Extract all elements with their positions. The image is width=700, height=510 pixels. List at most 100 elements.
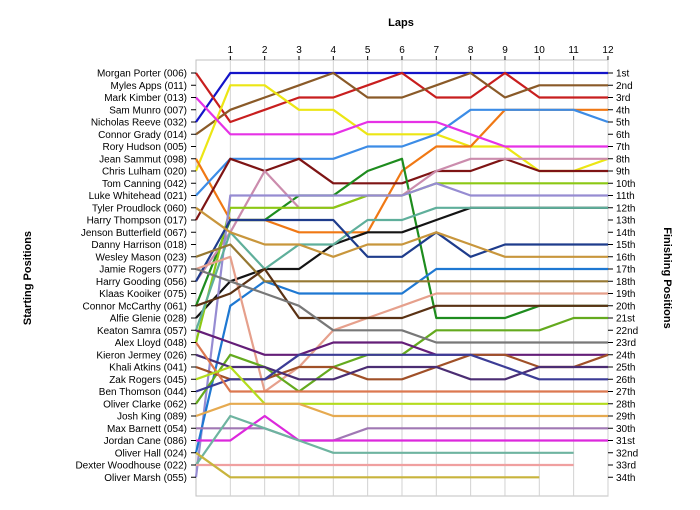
- finish-label: 2nd: [616, 81, 633, 92]
- x-tick-label: 6: [399, 45, 405, 56]
- finish-label: 20th: [616, 301, 635, 312]
- driver-label: Tom Canning (042): [102, 179, 187, 190]
- driver-label: Harry Gooding (056): [96, 277, 187, 288]
- x-tick-label: 3: [296, 45, 302, 56]
- finish-label: 22nd: [616, 326, 638, 337]
- finish-label: 8th: [616, 154, 630, 165]
- finish-label: 31st: [616, 436, 635, 447]
- x-tick-label: 1: [228, 45, 234, 56]
- driver-label: Oliver Clarke (062): [103, 399, 187, 410]
- driver-label: Rory Hudson (005): [103, 142, 187, 153]
- series-line-16: [195, 206, 608, 258]
- driver-label: Zak Rogers (045): [109, 375, 187, 386]
- driver-label: Tyler Proudlock (060): [92, 203, 187, 214]
- series-line-13: [194, 182, 608, 478]
- finish-label: 7th: [616, 142, 630, 153]
- finish-label: 16th: [616, 252, 635, 263]
- x-axis-title: Laps: [388, 17, 414, 29]
- series-line-15: [195, 218, 608, 282]
- driver-label: Oliver Marsh (055): [104, 473, 187, 484]
- x-tick-label: 5: [365, 45, 371, 56]
- series-line-32: [195, 414, 574, 466]
- series-line-2: [195, 71, 608, 124]
- driver-label: Wesley Mason (023): [95, 252, 187, 263]
- driver-label: Keaton Samra (057): [97, 326, 187, 337]
- driver-label: Alex Lloyd (048): [115, 338, 187, 349]
- series-line-26: [195, 353, 608, 393]
- series-line-22: [195, 267, 608, 344]
- x-tick-labels: 1 2 3 4 5 6 7 8 9 10 11 12: [228, 45, 614, 56]
- finish-label: 32nd: [616, 448, 638, 459]
- left-axis-title: Starting Positions: [22, 231, 34, 325]
- finish-label: 5th: [616, 118, 630, 129]
- finish-label: 30th: [616, 424, 635, 435]
- series-line-27: [195, 341, 608, 393]
- finish-label: 9th: [616, 167, 630, 178]
- driver-label: Dexter Woodhouse (022): [75, 461, 187, 472]
- series-line-20: [195, 267, 608, 320]
- series-line-25: [195, 353, 608, 381]
- driver-label: Connor McCarthy (061): [83, 301, 187, 312]
- driver-label: Luke Whitehead (021): [89, 191, 187, 202]
- finish-label: 27th: [616, 387, 635, 398]
- finish-label: 19th: [616, 289, 635, 300]
- series-line-23: [195, 329, 608, 356]
- x-tick-label: 12: [602, 45, 614, 56]
- x-tick-label: 2: [262, 45, 268, 56]
- right-axis-title: Finishing Positions: [661, 227, 673, 328]
- finish-label: 6th: [616, 130, 630, 141]
- x-tick-label: 10: [534, 45, 546, 56]
- starting-position-labels: Morgan Porter (006)Myles Apps (011)Mark …: [75, 69, 196, 484]
- finish-label: 4th: [616, 105, 630, 116]
- x-tick-label: 11: [568, 45, 579, 56]
- driver-label: Jenson Butterfield (067): [81, 228, 187, 239]
- driver-label: Oliver Hall (024): [115, 448, 187, 459]
- series-line-18: [195, 243, 608, 283]
- finish-label: 28th: [616, 399, 635, 410]
- finish-label: 26th: [616, 375, 635, 386]
- series-line-34: [195, 451, 540, 479]
- x-tick-label: 9: [502, 45, 508, 56]
- series-line-3: [195, 71, 608, 136]
- series-line-6: [195, 108, 609, 197]
- series-line-7: [195, 96, 608, 148]
- driver-label: Alfie Glenie (028): [110, 314, 187, 325]
- finish-label: 25th: [616, 363, 635, 374]
- series-line-31: [196, 414, 608, 442]
- finish-label: 11th: [616, 191, 635, 202]
- finish-label: 3rd: [616, 93, 630, 104]
- x-tick-label: 4: [331, 45, 337, 56]
- series-lines: [194, 71, 609, 479]
- driver-label: Morgan Porter (006): [97, 69, 187, 80]
- grid-lines: [229, 56, 609, 496]
- driver-label: Sam Munro (007): [109, 105, 187, 116]
- driver-label: Mark Kimber (013): [104, 93, 187, 104]
- driver-label: Harry Thompson (017): [87, 216, 187, 227]
- finish-label: 12th: [616, 203, 635, 214]
- driver-label: Myles Apps (011): [110, 81, 187, 92]
- finish-label: 10th: [616, 179, 635, 190]
- x-tick-label: 7: [434, 45, 440, 56]
- finish-label: 34th: [616, 473, 635, 484]
- driver-label: Chris Lulham (020): [102, 167, 187, 178]
- finish-label: 14th: [616, 228, 635, 239]
- driver-label: Connor Grady (014): [98, 130, 187, 141]
- driver-label: Jordan Cane (086): [104, 436, 187, 447]
- finish-label: 24th: [616, 350, 635, 361]
- driver-label: Ben Thomson (044): [99, 387, 187, 398]
- finish-label: 29th: [616, 412, 635, 423]
- driver-label: Josh King (089): [117, 412, 187, 423]
- finish-label: 33rd: [616, 461, 636, 472]
- series-line-29: [195, 402, 608, 418]
- x-tick-label: 8: [468, 45, 474, 56]
- finish-label: 1st: [616, 69, 630, 80]
- driver-label: Danny Harrison (018): [91, 240, 187, 251]
- finish-label: 17th: [616, 265, 635, 276]
- finish-label: 21st: [616, 314, 635, 325]
- driver-label: Klaas Kooiker (075): [99, 289, 187, 300]
- driver-label: Nicholas Reeve (032): [91, 118, 187, 129]
- driver-label: Jean Sammut (098): [99, 154, 187, 165]
- finish-label: 15th: [616, 240, 635, 251]
